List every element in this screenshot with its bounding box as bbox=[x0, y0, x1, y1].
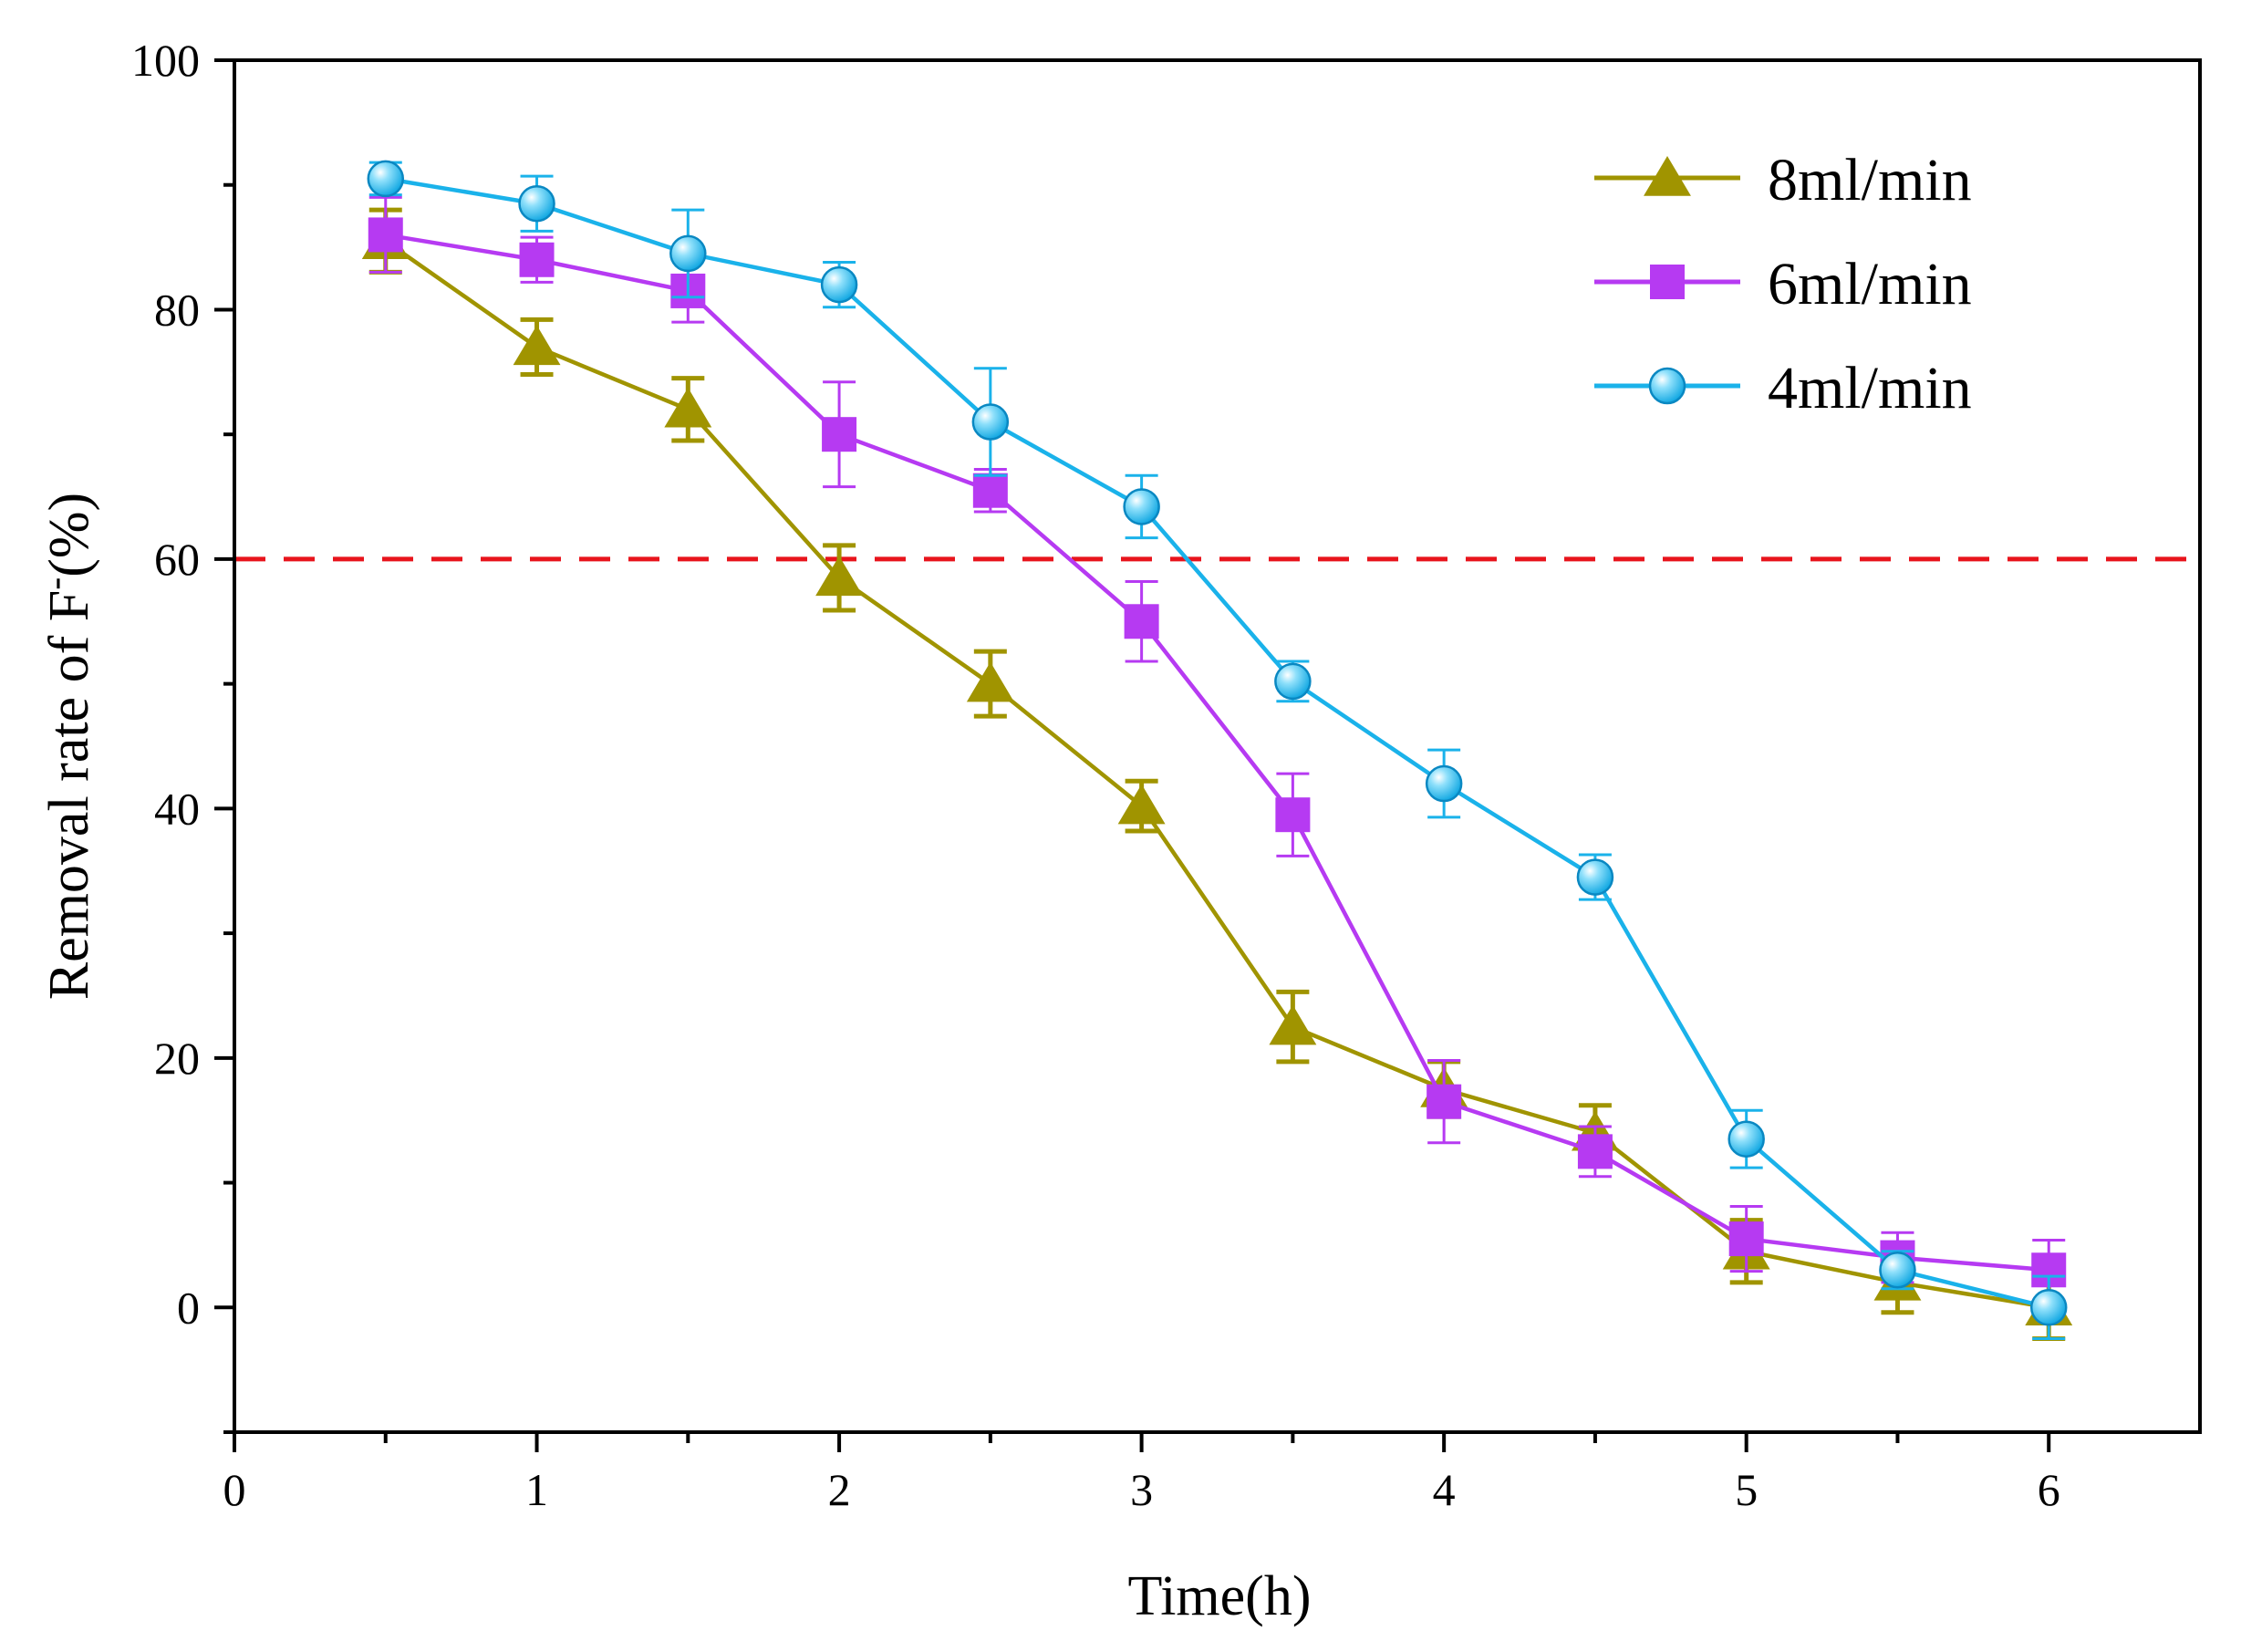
legend-label: 4ml/min bbox=[1768, 355, 1972, 421]
data-point bbox=[518, 184, 555, 223]
data-point bbox=[367, 160, 405, 198]
data-point bbox=[1117, 784, 1166, 825]
data-point bbox=[1123, 488, 1160, 525]
y-axis-title-superscript: - bbox=[35, 577, 77, 590]
legend-label: 8ml/min bbox=[1768, 147, 1972, 213]
x-tick-label: 4 bbox=[1433, 1464, 1456, 1515]
legend-marker bbox=[1644, 156, 1691, 196]
y-tick-label: 100 bbox=[131, 35, 200, 86]
y-tick-label: 80 bbox=[154, 284, 200, 335]
y-axis-title-main: Removal rate of F bbox=[38, 590, 100, 1000]
data-point bbox=[1269, 1004, 1317, 1045]
legend-label: 6ml/min bbox=[1768, 251, 1972, 317]
data-point bbox=[1727, 1120, 1765, 1158]
x-tick-label: 5 bbox=[1735, 1464, 1758, 1515]
series-line bbox=[384, 239, 2049, 1310]
legend-item: 8ml/min bbox=[1594, 147, 1972, 213]
data-point bbox=[1427, 1084, 1462, 1119]
x-tick-label: 6 bbox=[2038, 1464, 2060, 1515]
series-4ml/min bbox=[367, 160, 2068, 1340]
data-point bbox=[1577, 1134, 1613, 1169]
data-point bbox=[1879, 1252, 1916, 1289]
data-point bbox=[519, 242, 555, 277]
data-point bbox=[966, 661, 1014, 702]
x-tick-label: 1 bbox=[525, 1464, 548, 1515]
data-point bbox=[1576, 858, 1614, 896]
data-point bbox=[815, 556, 864, 597]
data-point bbox=[664, 387, 712, 428]
data-point bbox=[1275, 797, 1311, 833]
data-point bbox=[1274, 662, 1312, 701]
data-point bbox=[368, 217, 403, 253]
plot-frame bbox=[233, 58, 2202, 1434]
data-point bbox=[1124, 604, 1159, 639]
data-point bbox=[1425, 764, 1463, 803]
legend-item: 4ml/min bbox=[1594, 355, 1972, 421]
y-axis: 0 20 40 60 80 100 bbox=[131, 35, 234, 1434]
x-tick-label: 0 bbox=[223, 1464, 246, 1515]
legend-marker bbox=[1648, 367, 1686, 405]
plot-area bbox=[234, 160, 2200, 1341]
legend-marker bbox=[1650, 265, 1685, 299]
data-point bbox=[669, 234, 707, 273]
series-line bbox=[385, 176, 2049, 1310]
legend-item: 6ml/min bbox=[1594, 251, 1972, 317]
y-tick-label: 0 bbox=[177, 1282, 200, 1333]
series-line bbox=[385, 233, 2049, 1273]
y-axis-title: Removal rate of F-(%) bbox=[35, 493, 100, 1000]
y-tick-label: 40 bbox=[154, 783, 200, 834]
series-6ml/min bbox=[368, 195, 2067, 1302]
data-point bbox=[1728, 1221, 1764, 1257]
y-axis-title-suffix: (%) bbox=[38, 493, 100, 577]
x-axis: 0 1 2 3 4 5 6 bbox=[223, 1432, 2060, 1515]
data-point bbox=[971, 403, 1010, 441]
legend: 8ml/min 6ml/min 4ml/min bbox=[1594, 147, 1972, 421]
x-tick-label: 2 bbox=[828, 1464, 851, 1515]
y-tick-label: 60 bbox=[154, 534, 200, 585]
data-point bbox=[513, 325, 561, 366]
data-point bbox=[972, 473, 1008, 508]
data-point bbox=[820, 265, 858, 304]
x-axis-title: Time(h) bbox=[1128, 1565, 1312, 1627]
data-point bbox=[2029, 1289, 2068, 1326]
y-tick-label: 20 bbox=[154, 1033, 200, 1084]
x-tick-label: 3 bbox=[1130, 1464, 1153, 1515]
data-point bbox=[822, 417, 857, 452]
